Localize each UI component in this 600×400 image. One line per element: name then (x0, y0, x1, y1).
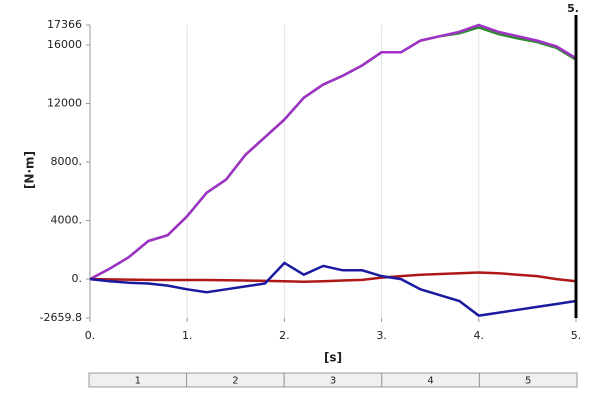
x-tick-label: 2. (279, 329, 290, 342)
step-label: 5 (525, 376, 531, 387)
y-tick-label: 17366 (47, 18, 82, 31)
series-line (89, 261, 577, 317)
y-axis-label: [N·m] (23, 151, 37, 189)
step-label: 1 (135, 376, 141, 387)
step-label: 4 (427, 376, 433, 387)
cursor-label: 5. (567, 2, 579, 15)
y-tick-label: 12000 (47, 97, 82, 110)
x-tick-label: 3. (376, 329, 387, 342)
y-tick-label: 8000. (51, 155, 83, 168)
x-tick-label: 4. (474, 329, 485, 342)
series-line (89, 23, 577, 281)
x-tick-label: 0. (85, 329, 96, 342)
y-tick-label: -2659.8 (40, 311, 82, 324)
x-tick-label: 5. (571, 329, 582, 342)
series-line (89, 271, 577, 283)
step-cell (478, 372, 578, 388)
x-axis-label: [s] (324, 351, 342, 365)
x-tick-label: 1. (182, 329, 193, 342)
series-line (89, 26, 577, 281)
y-tick-label: 0. (72, 272, 83, 285)
step-label: 2 (232, 376, 238, 387)
y-tick-label: 4000. (51, 214, 83, 227)
step-label: 3 (330, 376, 336, 387)
y-tick-label: 16000 (47, 38, 82, 51)
